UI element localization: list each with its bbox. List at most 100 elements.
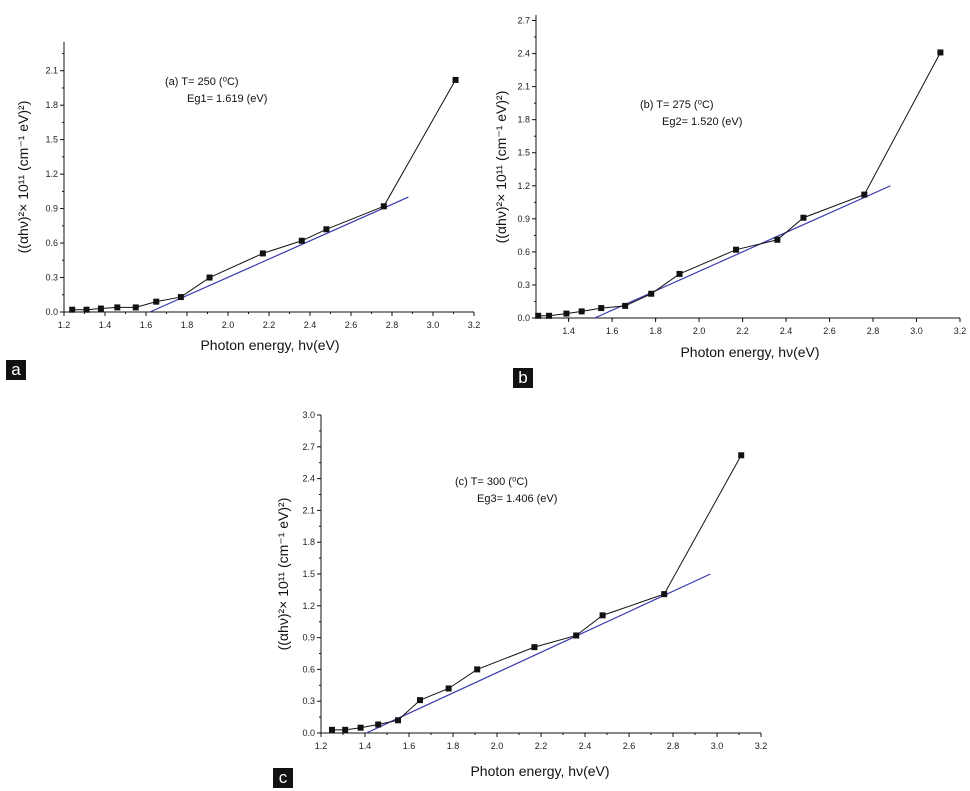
x-tick-label: 3.2	[954, 326, 967, 336]
panel-tag-label: b	[518, 368, 527, 387]
data-point	[83, 306, 90, 313]
x-axis-title: Photon energy, hν(eV)	[470, 763, 609, 779]
x-tick-label: 1.6	[140, 320, 153, 330]
y-tick-label: 1.5	[517, 148, 530, 158]
data-point	[323, 226, 330, 233]
y-tick-label: 2.7	[302, 442, 315, 452]
panel-tag-label: a	[11, 360, 21, 379]
x-tick-label: 2.2	[263, 320, 276, 330]
linear-fit-line	[149, 196, 409, 313]
data-point	[177, 294, 184, 301]
data-point	[578, 308, 585, 315]
x-tick-label: 1.2	[315, 741, 328, 751]
y-tick-label: 1.2	[302, 601, 315, 611]
data-point	[738, 452, 745, 459]
data-point	[259, 250, 266, 257]
x-tick-label: 2.8	[386, 320, 399, 330]
x-tick-label: 2.2	[535, 741, 548, 751]
x-tick-label: 2.0	[491, 741, 504, 751]
data-point	[535, 312, 542, 319]
x-tick-label: 1.8	[649, 326, 662, 336]
data-point	[531, 644, 538, 651]
data-point	[342, 726, 349, 733]
linear-fit-line	[594, 185, 891, 319]
y-axis-title: ((αhν)²× 10¹¹ (cm⁻¹ eV)²)	[493, 91, 509, 244]
data-point	[474, 666, 481, 673]
data-point	[417, 697, 423, 704]
data-point	[206, 274, 213, 281]
x-tick-label: 2.4	[579, 741, 592, 751]
data-point	[298, 237, 305, 244]
x-tick-label: 1.4	[359, 741, 372, 751]
chart-panel-b: 1.4 1.6 1.8 2.0 2.2 2.4 2.6 2.8 3.0 3.2 0.0 0.3 0.6 0…	[493, 15, 966, 388]
annotation-band-gap: Eg2= 1.520 (eV)	[662, 116, 742, 128]
y-tick-label: 2.4	[517, 49, 530, 59]
panel-tag-box	[6, 360, 26, 380]
x-tick-label: 2.6	[345, 320, 358, 330]
data-point	[375, 721, 382, 728]
data-point	[69, 306, 76, 313]
annotation-band-gap: Eg1= 1.619 (eV)	[187, 93, 267, 105]
panel-tag-label: c	[279, 768, 288, 787]
data-point	[132, 304, 139, 311]
data-point	[445, 685, 452, 692]
data-point	[153, 298, 160, 305]
y-tick-label: 2.1	[302, 505, 315, 515]
data-point	[774, 236, 781, 243]
y-axis-title: ((αhν)²× 10¹¹ (cm⁻¹ eV)²)	[15, 101, 31, 254]
panel-tag-box	[513, 368, 533, 388]
data-point	[395, 717, 401, 724]
data-point	[648, 290, 655, 297]
y-tick-label: 0.6	[302, 664, 315, 674]
y-tick-label: 0.0	[45, 307, 58, 317]
data-point	[937, 49, 944, 56]
y-tick-label: 0.3	[302, 696, 315, 706]
annotation-temperature: (c) T= 300 (⁰C)	[455, 476, 528, 488]
annotation-temperature: (b) T= 275 (⁰C)	[640, 99, 714, 111]
y-tick-label: 1.5	[45, 135, 58, 145]
y-tick-label: 1.8	[302, 537, 315, 547]
x-tick-label: 2.6	[623, 741, 636, 751]
x-tick-label: 3.2	[755, 741, 768, 751]
y-tick-label: 2.1	[45, 66, 58, 76]
x-tick-label: 1.4	[99, 320, 112, 330]
data-point	[622, 302, 629, 309]
y-tick-label: 0.9	[45, 204, 58, 214]
data-point	[329, 726, 335, 733]
data-point	[452, 76, 459, 83]
data-point	[676, 270, 683, 277]
data-point	[546, 312, 553, 319]
x-tick-label: 2.4	[780, 326, 793, 336]
x-tick-label: 2.2	[736, 326, 749, 336]
x-axis-title: Photon energy, hν(eV)	[200, 337, 339, 353]
y-tick-label: 1.2	[45, 169, 58, 179]
y-tick-label: 1.8	[45, 100, 58, 110]
y-tick-label: 0.9	[302, 633, 315, 643]
data-point	[661, 591, 668, 598]
data-point	[114, 304, 121, 311]
x-tick-label: 1.8	[181, 320, 194, 330]
y-tick-label: 0.9	[517, 214, 530, 224]
annotation-temperature: (a) T= 250 (⁰C)	[165, 76, 239, 88]
x-tick-label: 3.0	[711, 741, 724, 751]
x-tick-label: 3.0	[427, 320, 440, 330]
data-point	[380, 203, 387, 210]
x-tick-label: 3.2	[468, 320, 481, 330]
x-tick-label: 1.2	[58, 320, 71, 330]
data-point	[598, 305, 605, 312]
y-tick-label: 2.1	[517, 82, 530, 92]
data-point	[800, 214, 807, 221]
data-series-line	[538, 52, 941, 317]
data-point	[573, 632, 580, 639]
y-tick-label: 0.0	[302, 728, 315, 738]
x-tick-label: 1.8	[447, 741, 460, 751]
x-tick-label: 2.4	[304, 320, 317, 330]
x-tick-label: 2.6	[823, 326, 836, 336]
x-axis-title: Photon energy, hν(eV)	[680, 344, 819, 360]
data-point	[733, 246, 740, 253]
data-series-line	[72, 79, 456, 311]
chart-panel-c: 1.2 1.4 1.6 1.8 2.0 2.2 2.4 2.6 2.8 3.0 3.2 0.0 0.3 0…	[273, 410, 767, 788]
y-tick-label: 2.4	[302, 474, 315, 484]
linear-fit-line	[366, 573, 711, 734]
